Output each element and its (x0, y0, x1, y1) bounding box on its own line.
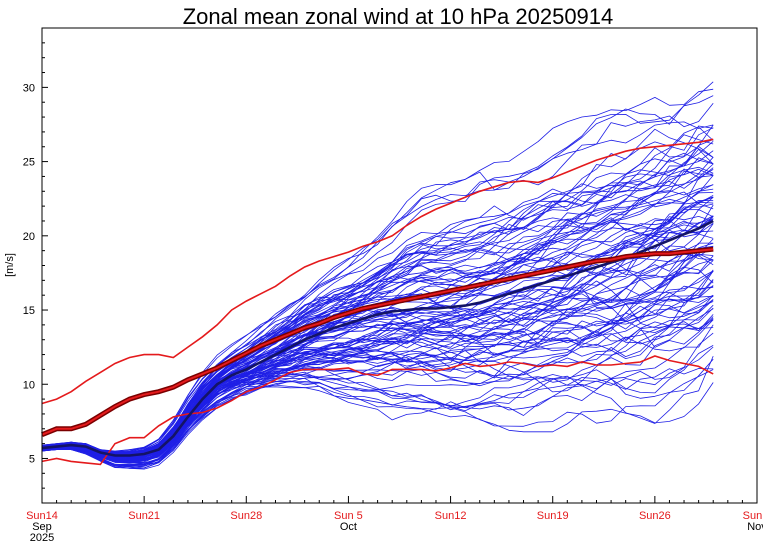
ensemble-member-line (41, 152, 714, 455)
climatology-min-line (41, 355, 714, 466)
ensemble-member-line (41, 253, 714, 461)
ensemble-member-line (41, 103, 714, 453)
climatology-max-line (41, 138, 714, 405)
ensemble-member-line (41, 270, 714, 460)
ensemble-member-line (41, 377, 714, 470)
ensemble-member-line (41, 124, 714, 454)
y-tick-label: 20 (23, 231, 35, 243)
x-tick-label: Sun 5 (334, 510, 363, 522)
ensemble-member-line (41, 314, 714, 467)
x-tick-year: 2025 (30, 532, 54, 544)
x-tick-label: Sun28 (230, 510, 262, 522)
y-tick-label: 25 (23, 157, 35, 169)
y-tick-label: 10 (23, 379, 35, 391)
ensemble-mean-line (41, 219, 714, 457)
climatology-lines (41, 138, 714, 466)
mean-lines (41, 219, 714, 457)
x-tick-label: Sun26 (639, 510, 671, 522)
x-tick-label: Sun12 (435, 510, 467, 522)
ensemble-member-line (41, 259, 714, 459)
ensemble-member-line (41, 358, 714, 467)
x-tick-label: Sun14 (26, 510, 58, 522)
ensemble-member-line (41, 317, 714, 461)
ensemble-member-line (41, 259, 714, 461)
x-tick-label: Sun19 (537, 510, 569, 522)
ensemble-member-line (41, 242, 714, 459)
ensemble-member-line (41, 121, 714, 452)
ensemble-member-line (41, 175, 714, 456)
y-tick-label: 15 (23, 305, 35, 317)
x-tick-label: Sun 2 (743, 510, 763, 522)
chart-title: Zonal mean zonal wind at 10 hPa 20250914 (183, 4, 614, 29)
x-tick-month: Nov (747, 521, 763, 533)
x-tick-label: Sun21 (128, 510, 160, 522)
ensemble-member-line (41, 266, 714, 460)
ensemble-member-line (41, 200, 714, 456)
y-tick-label: 5 (29, 453, 35, 465)
y-axis-label: [m/s] (4, 253, 16, 277)
climatology-mean-line (41, 248, 714, 436)
x-tick-month: Sep (32, 521, 52, 533)
ensemble-member-line (41, 146, 714, 453)
ensemble-member-line (41, 126, 714, 455)
ensemble-member-line (41, 355, 714, 469)
y-tick-label: 30 (23, 82, 35, 94)
y-axis: 5 10 15 20 25 30 (23, 27, 48, 504)
x-tick-month: Oct (340, 521, 357, 533)
